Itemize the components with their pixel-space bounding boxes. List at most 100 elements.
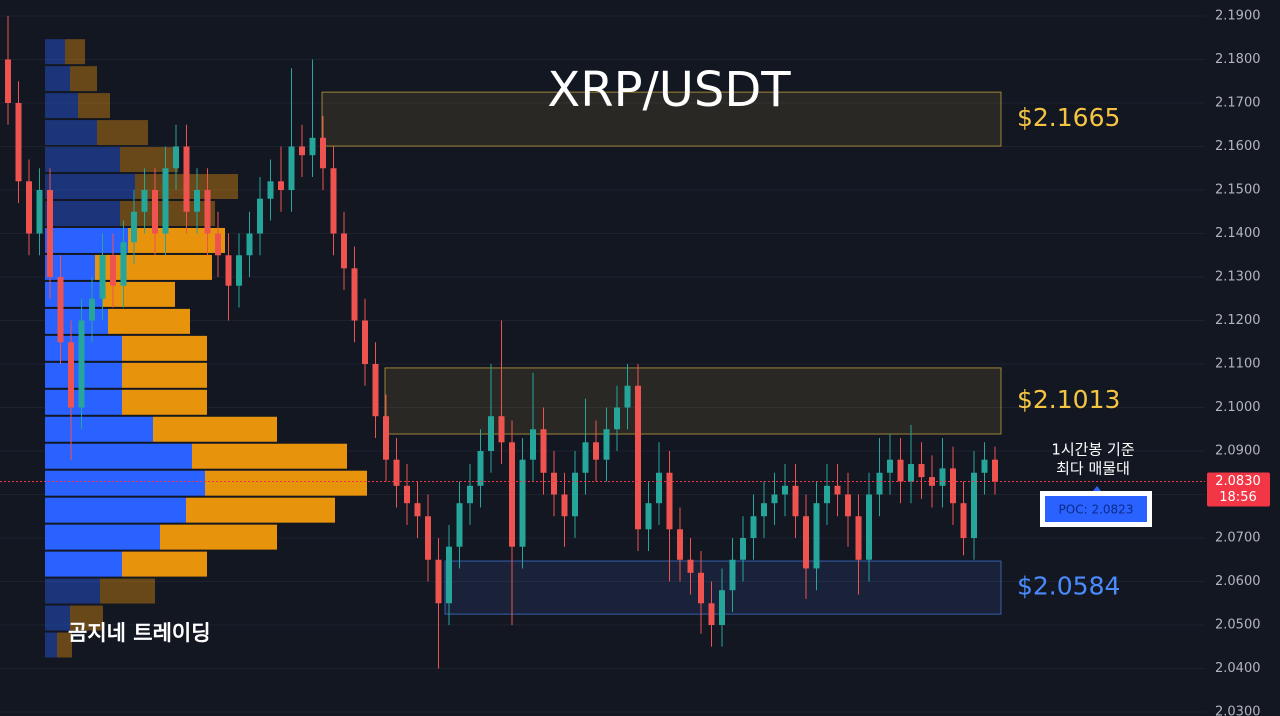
candle-body xyxy=(404,485,410,504)
candle-body xyxy=(99,255,106,299)
profile-sell-bar xyxy=(160,524,277,550)
candle-body xyxy=(876,472,883,495)
profile-sell-bar xyxy=(65,39,85,65)
y-tick-label: 2.0600 xyxy=(1215,574,1261,589)
profile-buy-bar xyxy=(45,120,97,146)
candle-body xyxy=(834,485,841,495)
candle-body xyxy=(341,233,347,269)
profile-buy-bar xyxy=(45,443,192,469)
profile-sell-bar xyxy=(70,605,103,631)
candle-body xyxy=(435,559,442,604)
candle-body xyxy=(614,407,620,430)
candle-body xyxy=(509,442,515,547)
candle-body xyxy=(110,255,116,286)
candle-body xyxy=(624,385,631,408)
profile-buy-bar xyxy=(45,308,108,334)
candle-body xyxy=(593,442,599,460)
y-tick-label: 2.1000 xyxy=(1215,400,1261,415)
profile-sell-bar xyxy=(122,389,207,415)
candles xyxy=(5,16,998,669)
profile-buy-bar xyxy=(45,524,160,550)
candle-body xyxy=(309,137,316,156)
candle-body xyxy=(372,364,379,417)
candle-body xyxy=(89,298,95,321)
candle-body xyxy=(792,485,799,517)
candle-body xyxy=(36,190,43,234)
zone-label: $2.0584 xyxy=(1017,572,1120,601)
candle-body xyxy=(981,459,988,473)
profile-sell-bar xyxy=(70,66,97,92)
candle-body xyxy=(540,429,547,473)
candle-body xyxy=(992,459,998,482)
y-tick-label: 2.1500 xyxy=(1215,183,1261,198)
profile-sell-bar xyxy=(122,335,207,361)
last-price-time: 18:56 xyxy=(1219,490,1256,505)
candle-body xyxy=(582,442,589,473)
y-tick-label: 2.1900 xyxy=(1215,9,1261,24)
candle-body xyxy=(194,190,200,212)
candle-body xyxy=(236,255,242,286)
candle-body xyxy=(162,168,169,234)
candle-body xyxy=(330,168,337,234)
candle-body xyxy=(267,181,274,199)
candle-body xyxy=(813,503,820,569)
candle-body xyxy=(551,472,557,495)
volume-profile xyxy=(45,39,367,658)
candle-body xyxy=(729,559,736,591)
candle-body xyxy=(446,546,452,604)
candle-body xyxy=(246,233,253,256)
profile-buy-bar xyxy=(45,39,65,65)
candle-body xyxy=(740,538,746,560)
zone-box xyxy=(384,367,1002,435)
candle-body xyxy=(425,516,431,560)
candle-body xyxy=(750,516,757,538)
candle-body xyxy=(467,485,473,504)
candle-body xyxy=(666,472,673,530)
profile-buy-bar xyxy=(45,470,205,496)
candle-body xyxy=(383,416,389,460)
candle-body xyxy=(561,494,568,517)
profile-sell-bar xyxy=(192,443,347,469)
candle-body xyxy=(57,277,64,343)
candle-body xyxy=(393,459,400,486)
profile-buy-bar xyxy=(45,66,70,92)
profile-buy-bar xyxy=(45,605,70,631)
poc-note: 최다 매물대 xyxy=(1056,460,1130,478)
zones: $2.1665 $2.1013 $2.0584 xyxy=(321,91,1120,615)
poc-box xyxy=(1045,496,1147,522)
chart-title: XRP/USDT xyxy=(547,62,791,118)
candle-body xyxy=(257,198,263,234)
profile-buy-bar xyxy=(45,254,95,280)
y-tick-label: 2.1400 xyxy=(1215,226,1261,241)
candle-body xyxy=(362,320,368,364)
last-price-label: 2.0830 xyxy=(1215,474,1261,489)
candle-body xyxy=(635,385,641,530)
candle-body xyxy=(677,529,683,560)
candle-body xyxy=(719,590,725,625)
candle-body xyxy=(498,416,505,443)
profile-sell-bar xyxy=(205,470,367,496)
candle-body xyxy=(47,190,53,277)
candle-body xyxy=(131,211,137,243)
candle-body xyxy=(120,242,127,286)
candle-body xyxy=(897,459,904,482)
profile-sell-bar xyxy=(78,93,110,119)
candle-body xyxy=(183,146,190,212)
candle-body xyxy=(26,181,32,234)
candle-body xyxy=(414,503,421,517)
candle-body xyxy=(950,468,956,504)
profile-sell-bar xyxy=(120,147,178,173)
watermark: 곰지네 트레이딩 xyxy=(68,621,211,645)
poc-note: 1시간봉 기준 xyxy=(1051,441,1135,459)
candle-body xyxy=(152,190,158,234)
candle-body xyxy=(866,494,872,560)
candle-body xyxy=(5,59,11,103)
profile-buy-bar xyxy=(45,551,122,577)
candle-body xyxy=(320,137,326,169)
zone-box xyxy=(321,91,1002,147)
candle-body xyxy=(939,468,946,486)
profile-buy-bar xyxy=(45,201,120,226)
